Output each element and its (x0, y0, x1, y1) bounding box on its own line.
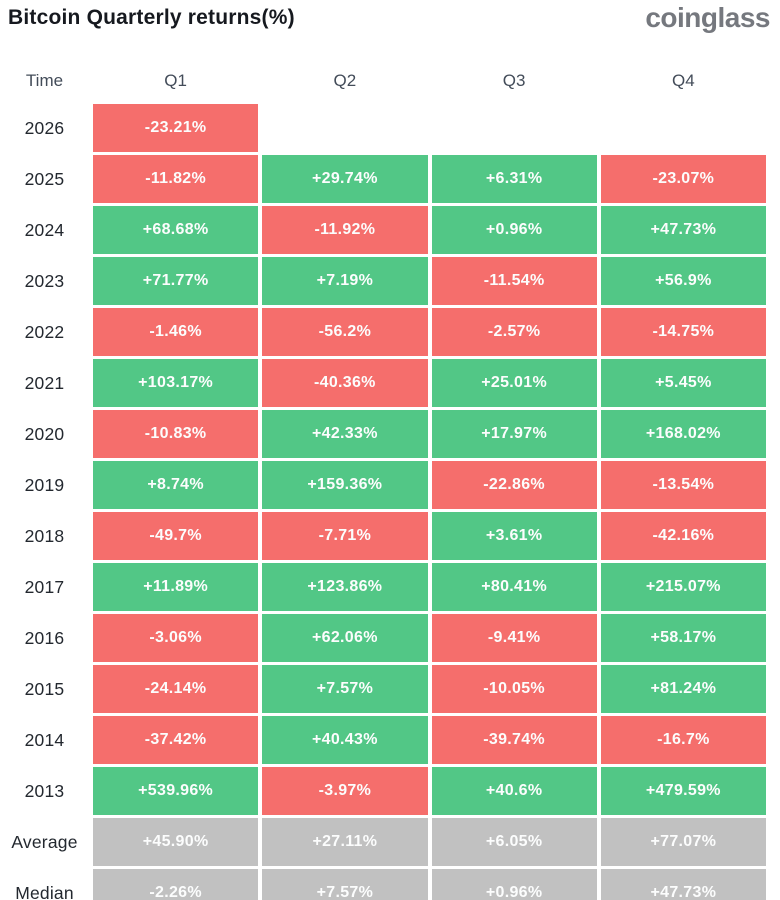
return-cell-2018-q2: -7.71% (262, 512, 428, 560)
return-cell-2020-q4: +168.02% (600, 410, 766, 458)
return-cell-2020-q1: -10.83% (93, 410, 259, 458)
return-cell-2024-q1: +68.68% (93, 206, 259, 254)
row-label-average: Average (11, 831, 78, 852)
return-cell-2015-q4: +81.24% (600, 665, 766, 713)
row-label-2017: 2017 (24, 576, 65, 597)
row-label-2014: 2014 (24, 729, 65, 750)
return-cell-2019-q1: +8.74% (93, 461, 259, 509)
return-cell-median-q1: -2.26% (93, 869, 259, 900)
return-cell-average-q1: +45.90% (93, 818, 259, 866)
return-cell-2023-q3: -11.54% (431, 257, 597, 305)
row-label-median: Median (15, 882, 74, 900)
return-cell-2013-q4: +479.59% (600, 767, 766, 815)
return-cell-2023-q2: +7.19% (262, 257, 428, 305)
return-cell-2025-q3: +6.31% (431, 155, 597, 203)
return-cell-2021-q1: +103.17% (93, 359, 259, 407)
return-cell-2026-q2 (262, 104, 427, 152)
return-cell-2017-q4: +215.07% (600, 563, 766, 611)
return-cell-2023-q4: +56.9% (600, 257, 766, 305)
return-cell-2021-q3: +25.01% (431, 359, 597, 407)
return-cell-2013-q2: -3.97% (262, 767, 428, 815)
row-label-2018: 2018 (24, 525, 65, 546)
return-cell-2022-q4: -14.75% (600, 308, 766, 356)
return-cell-2019-q2: +159.36% (262, 461, 428, 509)
return-cell-median-q2: +7.57% (262, 869, 428, 900)
row-label-2026: 2026 (24, 117, 65, 138)
return-cell-2013-q3: +40.6% (431, 767, 597, 815)
return-cell-2013-q1: +539.96% (93, 767, 259, 815)
return-cell-2021-q4: +5.45% (600, 359, 766, 407)
row-label-2013: 2013 (24, 780, 65, 801)
return-cell-2022-q1: -1.46% (93, 308, 259, 356)
return-cell-2021-q2: -40.36% (262, 359, 428, 407)
column-header-time: Time (25, 70, 64, 90)
return-cell-2016-q2: +62.06% (262, 614, 428, 662)
column-header-q4: Q4 (672, 70, 695, 90)
page-title: Bitcoin Quarterly returns(%) (8, 6, 295, 29)
return-cell-2024-q3: +0.96% (431, 206, 597, 254)
column-header-q3: Q3 (502, 70, 526, 90)
return-cell-2017-q2: +123.86% (262, 563, 428, 611)
return-cell-2026-q3 (432, 104, 597, 152)
return-cell-2022-q3: -2.57% (431, 308, 597, 356)
row-label-2022: 2022 (24, 321, 65, 342)
row-label-2019: 2019 (24, 474, 65, 495)
return-cell-2017-q3: +80.41% (431, 563, 597, 611)
return-cell-median-q4: +47.73% (600, 869, 766, 900)
row-label-2023: 2023 (24, 270, 65, 291)
return-cell-2023-q1: +71.77% (93, 257, 259, 305)
header: Bitcoin Quarterly returns(%) coinglass (0, 0, 780, 46)
return-cell-2019-q3: -22.86% (431, 461, 597, 509)
return-cell-2018-q4: -42.16% (600, 512, 766, 560)
return-cell-2018-q3: +3.61% (431, 512, 597, 560)
coinglass-logo[interactable]: coinglass (645, 2, 770, 33)
row-label-2015: 2015 (24, 678, 65, 699)
quarterly-returns-table: Time Q1 Q2 Q3 Q4 2026 -23.21% 2025 -11.82% +… (0, 60, 766, 900)
row-label-2020: 2020 (24, 423, 65, 444)
row-label-2025: 2025 (24, 168, 65, 189)
return-cell-2019-q4: -13.54% (600, 461, 766, 509)
return-cell-2014-q1: -37.42% (93, 716, 259, 764)
return-cell-2014-q2: +40.43% (262, 716, 428, 764)
row-label-2024: 2024 (24, 219, 65, 240)
return-cell-2024-q4: +47.73% (600, 206, 766, 254)
return-cell-2014-q3: -39.74% (431, 716, 597, 764)
row-label-2016: 2016 (24, 627, 65, 648)
return-cell-2025-q1: -11.82% (93, 155, 259, 203)
return-cell-2015-q1: -24.14% (93, 665, 259, 713)
return-cell-2024-q2: -11.92% (262, 206, 428, 254)
return-cell-average-q2: +27.11% (262, 818, 428, 866)
return-cell-2016-q3: -9.41% (431, 614, 597, 662)
return-cell-average-q3: +6.05% (431, 818, 597, 866)
row-label-2021: 2021 (24, 372, 65, 393)
return-cell-2020-q3: +17.97% (431, 410, 597, 458)
column-header-q1: Q1 (164, 70, 187, 90)
return-cell-2017-q1: +11.89% (93, 563, 259, 611)
return-cell-2016-q1: -3.06% (93, 614, 259, 662)
column-header-q2: Q2 (333, 70, 357, 90)
return-cell-2025-q4: -23.07% (600, 155, 766, 203)
return-cell-2016-q4: +58.17% (600, 614, 766, 662)
return-cell-2020-q2: +42.33% (262, 410, 428, 458)
return-cell-2022-q2: -56.2% (262, 308, 428, 356)
return-cell-2014-q4: -16.7% (600, 716, 766, 764)
return-cell-2026-q1: -23.21% (93, 104, 259, 152)
return-cell-2026-q4 (601, 104, 766, 152)
return-cell-2015-q2: +7.57% (262, 665, 428, 713)
return-cell-2018-q1: -49.7% (93, 512, 259, 560)
return-cell-median-q3: +0.96% (431, 869, 597, 900)
return-cell-average-q4: +77.07% (600, 818, 766, 866)
return-cell-2015-q3: -10.05% (431, 665, 597, 713)
return-cell-2025-q2: +29.74% (262, 155, 428, 203)
